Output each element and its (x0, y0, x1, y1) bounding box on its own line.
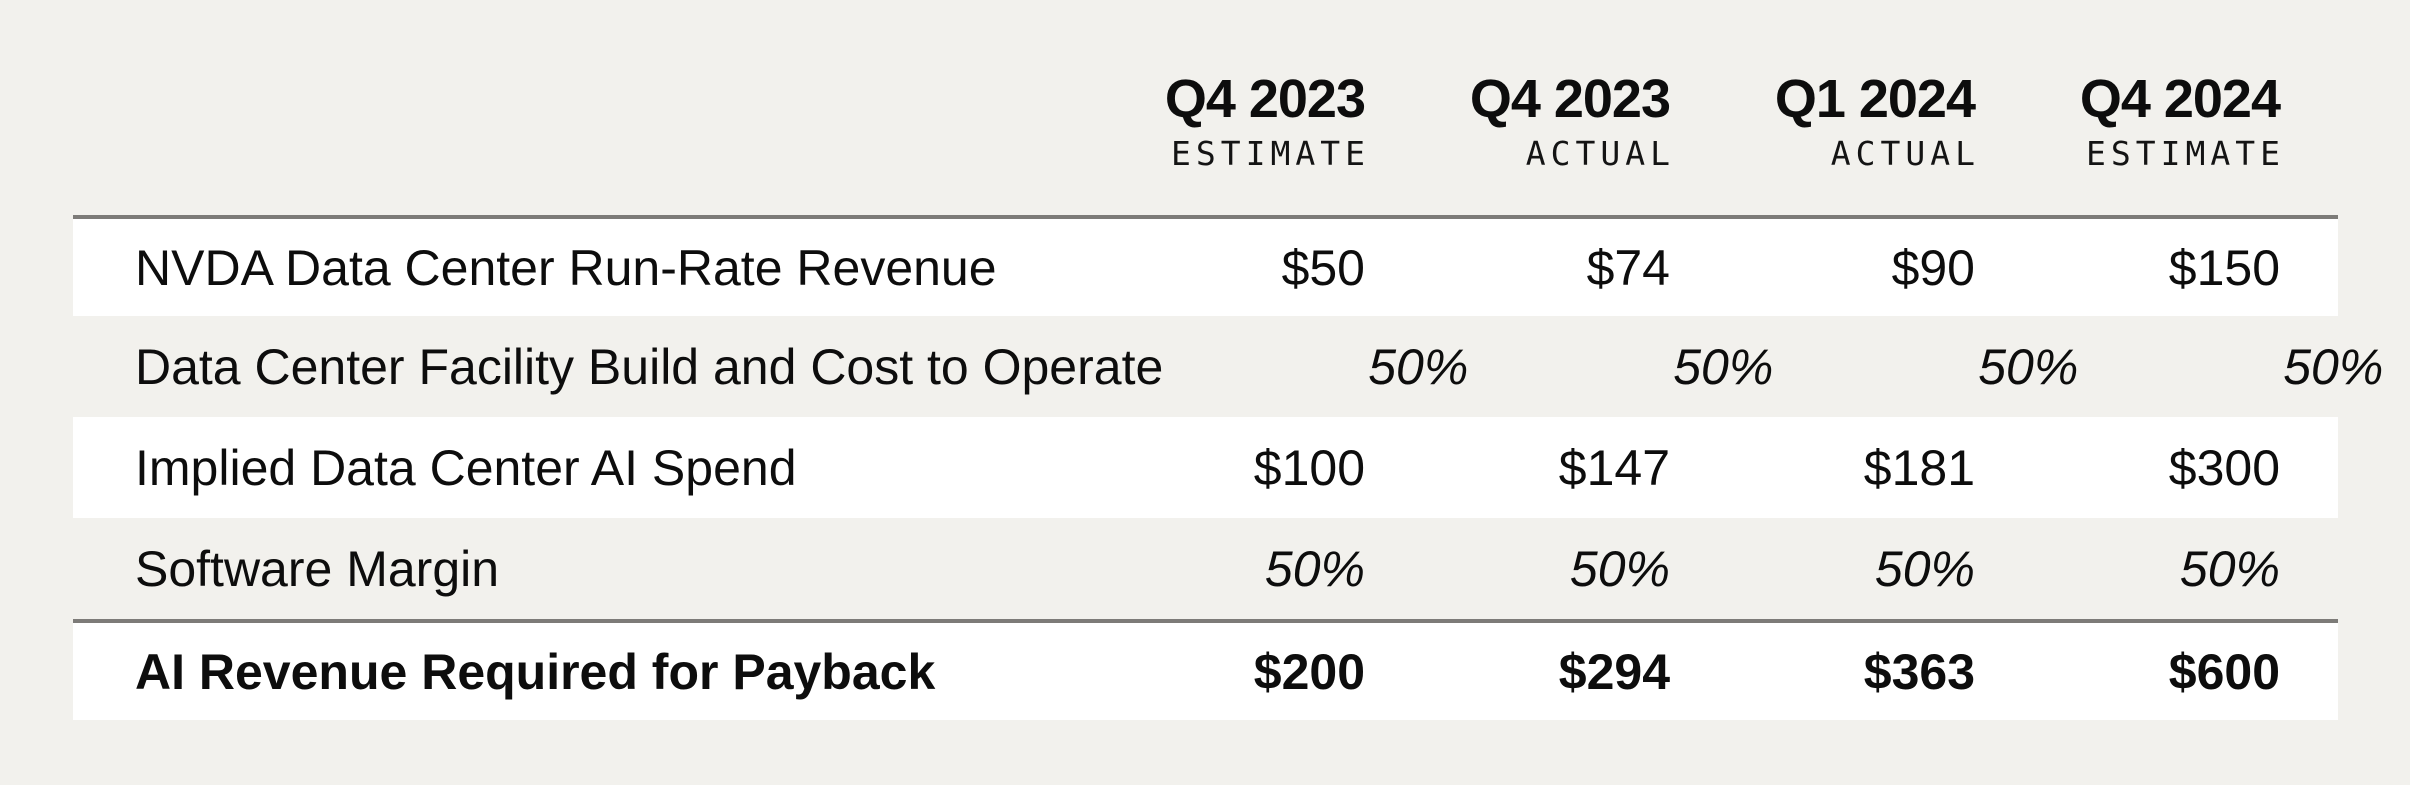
cell-value: $363 (1863, 643, 1975, 700)
column-type-label: ESTIMATE (1171, 134, 1370, 173)
cell-value: $300 (2168, 439, 2280, 496)
cell-value: $200 (1253, 643, 1365, 700)
cell-value: 50% (1673, 338, 1774, 395)
column-type-label: ACTUAL (1525, 134, 1675, 173)
column-type-label: ESTIMATE (2086, 134, 2285, 173)
column-header-q4-2023-actual: Q4 2023 ACTUAL (1365, 69, 1671, 215)
header-spacer (73, 170, 1060, 215)
column-period-label: Q4 2023 (1164, 69, 1366, 129)
column-header-q4-2024-estimate: Q4 2024 ESTIMATE (1975, 72, 2338, 215)
cell-value: 50% (2179, 540, 2280, 597)
table-row-facility-build-cost: Data Center Facility Build and Cost to O… (73, 316, 2383, 417)
column-type-label: ACTUAL (1830, 134, 1980, 173)
cell-value: $294 (1558, 643, 1670, 700)
payback-table: Q4 2023 ESTIMATE Q4 2023 ACTUAL Q1 2024 … (73, 0, 2383, 720)
cell-value: $147 (1558, 439, 1670, 496)
column-period-label: Q4 2023 (1469, 69, 1671, 129)
cell-value: $90 (1891, 239, 1975, 296)
cell-value: $600 (2168, 643, 2280, 700)
column-header-q4-2023-estimate: Q4 2023 ESTIMATE (1060, 69, 1366, 215)
column-header-q1-2024-actual: Q1 2024 ACTUAL (1670, 69, 1976, 215)
cell-value: 50% (1874, 540, 1975, 597)
cell-value: $50 (1281, 239, 1365, 296)
table-header-row: Q4 2023 ESTIMATE Q4 2023 ACTUAL Q1 2024 … (73, 0, 2338, 215)
cell-value: $74 (1586, 239, 1670, 296)
cell-value: $150 (2168, 239, 2280, 296)
row-label: Software Margin (135, 540, 500, 597)
cell-value: 50% (1569, 540, 1670, 597)
cell-value: 50% (1368, 338, 1469, 395)
cell-value: $100 (1253, 439, 1365, 496)
cell-value: $181 (1863, 439, 1975, 496)
row-label: AI Revenue Required for Payback (135, 643, 936, 700)
column-period-label: Q4 2024 (2079, 69, 2281, 129)
cell-value: 50% (2283, 338, 2384, 395)
table-row-ai-revenue-required: AI Revenue Required for Payback $200 $29… (73, 619, 2338, 720)
row-label: Implied Data Center AI Spend (135, 439, 797, 496)
table-row-nvda-run-rate-revenue: NVDA Data Center Run-Rate Revenue $50 $7… (73, 215, 2338, 316)
table-row-implied-ai-spend: Implied Data Center AI Spend $100 $147 $… (73, 417, 2338, 518)
column-period-label: Q1 2024 (1774, 69, 1976, 129)
cell-value: 50% (1264, 540, 1365, 597)
table-row-software-margin: Software Margin 50% 50% 50% 50% (73, 518, 2338, 619)
row-label: NVDA Data Center Run-Rate Revenue (135, 239, 997, 296)
row-label: Data Center Facility Build and Cost to O… (135, 338, 1164, 395)
cell-value: 50% (1978, 338, 2079, 395)
